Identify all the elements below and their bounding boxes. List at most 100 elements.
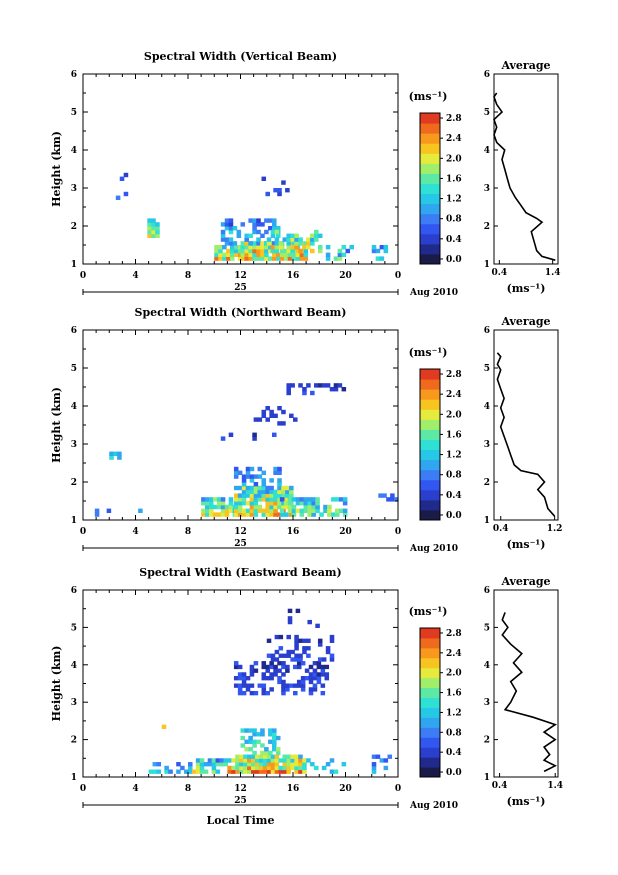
echo-cell xyxy=(209,512,214,517)
echo-cell xyxy=(272,732,277,737)
echo-cell xyxy=(375,754,381,759)
echo-cell xyxy=(237,493,243,498)
echo-cell xyxy=(253,497,259,502)
average-y-tick-label: 1 xyxy=(484,773,490,783)
echo-cell xyxy=(273,470,278,475)
average-title: Average xyxy=(500,315,550,328)
echo-cell xyxy=(260,248,265,254)
echo-cell xyxy=(299,252,305,257)
echo-cell xyxy=(203,762,209,767)
echo-cell xyxy=(244,728,249,733)
echo-cell xyxy=(195,769,201,774)
echo-cell xyxy=(237,664,243,670)
echo-cell xyxy=(333,769,339,774)
echo-cell xyxy=(237,485,243,491)
echo-cell xyxy=(325,245,331,250)
echo-cell xyxy=(286,245,291,250)
echo-cell xyxy=(303,504,309,510)
echo-cell xyxy=(323,508,328,513)
echo-cell xyxy=(254,754,260,759)
echo-cell xyxy=(268,218,273,223)
y-tick-label: 2 xyxy=(71,478,77,488)
colorbar-tick-label: 0.4 xyxy=(446,491,462,501)
echo-cell xyxy=(256,732,261,737)
echo-cell xyxy=(281,493,286,498)
echo-cell xyxy=(245,466,251,472)
echo-cell xyxy=(245,470,251,475)
echo-cell xyxy=(245,512,251,517)
colorbar-segment xyxy=(420,687,440,699)
echo-cell xyxy=(94,512,100,517)
echo-cell xyxy=(325,252,331,257)
echo-cell xyxy=(260,256,265,261)
echo-cell xyxy=(237,245,243,250)
echo-cell xyxy=(215,769,221,774)
echo-cell xyxy=(252,728,257,733)
echo-cell xyxy=(308,687,314,692)
echo-cell xyxy=(247,762,252,767)
echo-cell xyxy=(228,432,234,437)
colorbar-tick-label: 0.8 xyxy=(446,215,462,225)
echo-cell xyxy=(226,256,231,261)
colorbar-segment xyxy=(420,243,440,255)
echo-cell xyxy=(311,512,316,517)
echo-cell xyxy=(191,769,197,774)
echo-cell xyxy=(273,501,278,506)
echo-cell xyxy=(245,489,251,494)
echo-cell xyxy=(303,497,309,502)
echo-cell xyxy=(241,493,247,498)
echo-cell xyxy=(251,754,256,759)
echo-cell xyxy=(262,758,268,763)
x-axis-label: Local Time xyxy=(207,814,275,827)
echo-cell xyxy=(286,762,291,767)
echo-cell xyxy=(294,634,299,640)
average-y-tick-label: 2 xyxy=(484,736,490,746)
colorbar-tick-label: 0.0 xyxy=(446,511,462,521)
echo-cell xyxy=(307,512,312,517)
echo-cell xyxy=(258,769,264,774)
echo-cell xyxy=(236,229,242,235)
panel-3: Spectral Width (Eastward Beam)123456Heig… xyxy=(50,566,563,827)
month-label: Aug 2010 xyxy=(409,288,458,298)
echo-cell xyxy=(286,653,291,658)
echo-cell xyxy=(311,501,316,506)
echo-cell xyxy=(201,501,206,506)
echo-cell xyxy=(302,390,307,396)
echo-cell xyxy=(312,683,318,688)
echo-cell xyxy=(298,657,303,662)
colorbar-tick-label: 0.0 xyxy=(446,768,462,778)
echo-cell xyxy=(123,191,129,197)
echo-cell xyxy=(240,735,246,741)
echo-cell xyxy=(241,512,247,517)
echo-cell xyxy=(272,226,277,231)
echo-cell xyxy=(295,501,301,506)
echo-cell xyxy=(214,256,219,261)
echo-cell xyxy=(298,754,303,759)
echo-cell xyxy=(290,657,295,662)
echo-cell xyxy=(278,634,284,640)
echo-cell xyxy=(291,508,297,513)
colorbar-segment xyxy=(420,647,440,659)
average-profile-line xyxy=(501,612,557,773)
colorbar-segment xyxy=(420,499,440,511)
echo-cell xyxy=(286,765,291,771)
echo-cell xyxy=(176,769,181,774)
echo-cell xyxy=(243,762,248,767)
echo-cell xyxy=(252,256,257,261)
echo-cell xyxy=(303,501,309,506)
echo-cell xyxy=(314,383,319,388)
echo-cell xyxy=(320,683,326,688)
echo-cell xyxy=(244,233,249,238)
echo-cell xyxy=(316,661,322,666)
echo-cell xyxy=(341,762,347,767)
colorbar-segment xyxy=(420,409,440,420)
echo-cell xyxy=(258,758,264,763)
echo-cell xyxy=(277,191,282,197)
echo-cell xyxy=(147,226,152,231)
echo-cell xyxy=(302,649,307,655)
echo-cell xyxy=(289,683,294,688)
echo-cell xyxy=(290,754,295,759)
echo-cell xyxy=(274,758,280,763)
echo-cell xyxy=(273,504,278,510)
echo-cell xyxy=(323,504,328,510)
